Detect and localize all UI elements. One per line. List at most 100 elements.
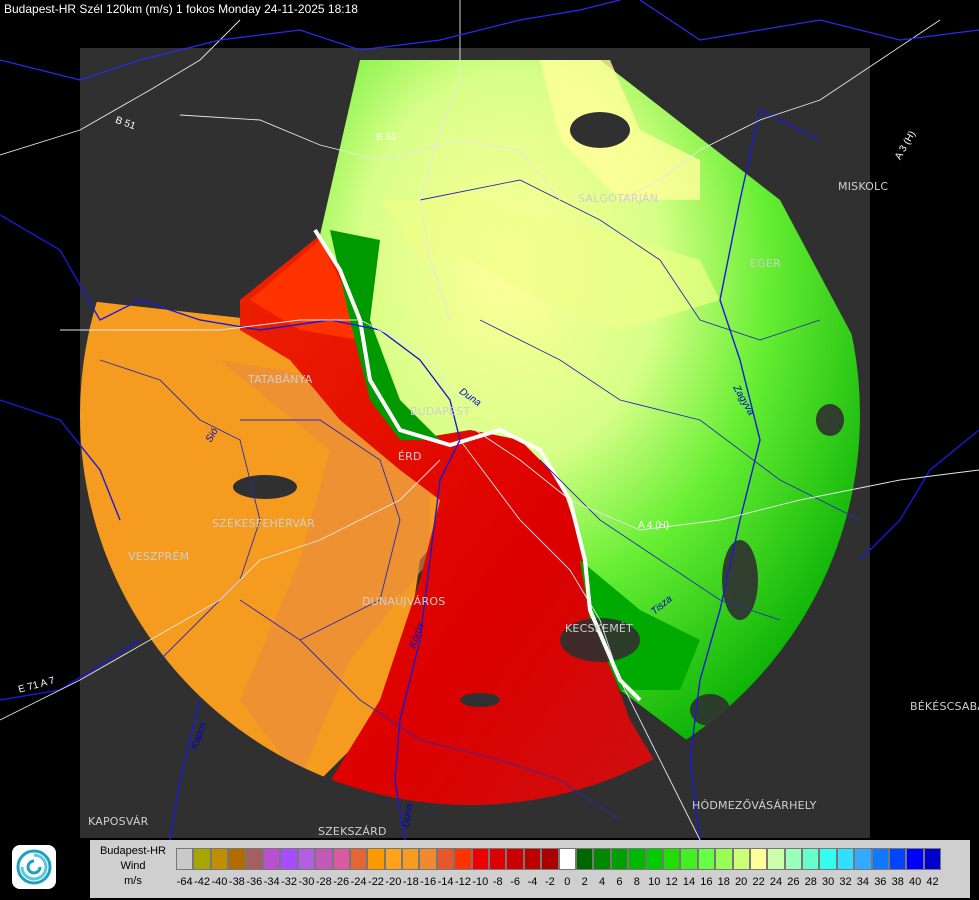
legend-swatch <box>680 848 698 870</box>
legend-tick-label: 0 <box>564 876 571 888</box>
legend-tick-label: -32 <box>281 876 297 888</box>
legend-tick-label: 38 <box>891 876 904 888</box>
city-label-bekescsaba: BÉKÉSCSABA <box>910 700 979 713</box>
roads <box>0 0 979 841</box>
legend-swatch <box>558 848 576 870</box>
legend-swatch <box>384 848 403 870</box>
legend-swatch <box>871 848 890 870</box>
legend-tick-label: -18 <box>402 876 419 888</box>
legend-swatch <box>923 848 942 870</box>
rivers <box>0 108 979 841</box>
legend-tick-label: -8 <box>492 876 503 888</box>
legend-swatch <box>593 848 611 870</box>
legend-swatch <box>471 848 490 870</box>
legend-tick-label: -22 <box>368 876 384 888</box>
city-label-szekszard: SZEKSZÁRD <box>318 825 387 838</box>
county-borders <box>99 179 861 821</box>
city-label-tatabanya: TATABÁNYA <box>248 373 313 386</box>
legend-swatch <box>262 848 281 870</box>
legend-swatch <box>419 848 437 870</box>
legend-swatch <box>489 848 507 870</box>
road-label-b51-north: B 51 <box>376 132 397 143</box>
legend-tick-label: -40 <box>211 876 228 888</box>
city-label-budapest: BUDAPEST <box>410 405 471 418</box>
country-border <box>0 0 979 81</box>
legend-tick-label: -28 <box>315 876 332 888</box>
city-label-veszprem: VESZPRÉM <box>128 550 190 563</box>
legend-swatch <box>402 848 420 870</box>
legend-tick-label: -34 <box>263 876 280 888</box>
legend-tick-label: 14 <box>682 876 696 888</box>
legend-tick-label: 40 <box>908 876 922 888</box>
legend-tick-label: -6 <box>510 876 520 888</box>
legend-swatch <box>767 848 785 870</box>
legend-swatch <box>228 848 246 870</box>
met-service-swirl-icon <box>12 845 56 889</box>
city-label-hodmezovasarhely: HÓDMEZŐVÁSÁRHELY <box>692 799 817 812</box>
legend-tick-label: -10 <box>472 876 489 888</box>
color-legend: Budapest-HR Wind m/s -64 -42 -40 -38 -36 -34-… <box>90 840 970 898</box>
legend-swatch <box>575 848 594 870</box>
legend-tick-label: 8 <box>633 876 640 888</box>
city-label-szekesfehervar: SZÉKESFEHÉRVÁR <box>212 517 315 530</box>
legend-swatch <box>628 848 646 870</box>
legend-swatch <box>610 848 629 870</box>
legend-title-line: m/s <box>124 875 142 887</box>
legend-tick-label: 32 <box>839 876 852 888</box>
legend-swatch <box>280 848 298 870</box>
legend-swatch <box>784 848 803 870</box>
legend-tick-label: 16 <box>700 876 713 888</box>
legend-tick-label: -24 <box>350 876 367 888</box>
legend-tick-label: 36 <box>874 876 887 888</box>
legend-tick-label: 30 <box>822 876 835 888</box>
wind-field <box>80 60 860 805</box>
legend-swatch <box>836 848 855 870</box>
legend-swatch <box>802 848 820 870</box>
legend-tick-label: 6 <box>616 876 623 888</box>
legend-swatch <box>506 848 524 870</box>
legend-tick-label: -64 <box>176 876 193 888</box>
legend-swatch <box>210 848 229 870</box>
legend-swatch <box>193 848 211 870</box>
legend-swatch <box>315 848 333 870</box>
legend-tick-label: -30 <box>298 876 315 888</box>
legend-swatch <box>749 848 768 870</box>
legend-title: Budapest-HR Wind m/s <box>90 844 176 889</box>
legend-tick-label: 22 <box>752 876 765 888</box>
city-label-eger: EGER <box>750 257 781 270</box>
city-label-erd: ÉRD <box>398 450 422 463</box>
legend-swatch <box>297 848 316 870</box>
page-title: Budapest-HR Szél 120km (m/s) 1 fokos Mon… <box>4 2 358 16</box>
legend-swatch <box>715 848 733 870</box>
legend-swatch <box>662 848 681 870</box>
city-label-salgotarjan: SALGÓTARJÁN <box>578 192 659 205</box>
legend-swatch <box>523 848 542 870</box>
legend-tick-label: -42 <box>194 876 211 888</box>
legend-swatch <box>819 848 837 870</box>
legend-tick-label: 24 <box>769 876 783 888</box>
legend-tick-label: -2 <box>545 876 555 888</box>
city-label-miskolc: MISKOLC <box>838 180 889 193</box>
legend-swatch <box>436 848 455 870</box>
legend-tick-label: 18 <box>717 876 730 888</box>
legend-swatch <box>732 848 750 870</box>
legend-title-line: Wind <box>120 860 146 872</box>
city-label-dunaujvaros: DUNAÚJVÁROS <box>362 595 446 608</box>
legend-tick-label: -26 <box>333 876 350 888</box>
legend-swatch <box>854 848 872 870</box>
legend-tick-label: 42 <box>926 876 939 888</box>
legend-tick-label: 4 <box>599 876 606 888</box>
legend-tick-label: -12 <box>454 876 471 888</box>
legend-swatch <box>889 848 907 870</box>
legend-swatch <box>176 848 194 870</box>
legend-tick-label: 28 <box>804 876 817 888</box>
legend-tick-label: 34 <box>856 876 870 888</box>
legend-tick-label: -14 <box>437 876 454 888</box>
city-label-kaposvar: KAPOSVÁR <box>88 815 149 828</box>
legend-tick-label: 20 <box>735 876 748 888</box>
legend-ticks: -64 -42 -40 -38 -36 -34 -32 -30 -28 -26 -24 -22 -20-… <box>176 876 941 888</box>
legend-title-line: Budapest-HR <box>99 845 167 857</box>
legend-tick-label: 26 <box>787 876 800 888</box>
legend-tick-label: -20 <box>385 876 402 888</box>
